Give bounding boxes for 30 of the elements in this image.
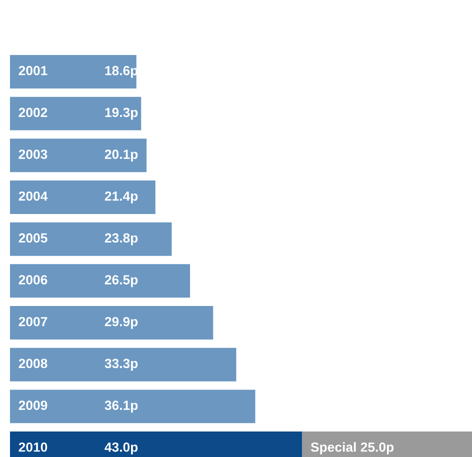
bar (10, 180, 156, 214)
data-label: 26.5p (104, 275, 138, 288)
data-label: 33.3p (104, 358, 138, 371)
bar (10, 138, 147, 172)
data-label: Special 25.0p (310, 442, 394, 454)
bar (10, 222, 172, 256)
bar (10, 55, 136, 88)
data-label: 20.1p (104, 150, 138, 162)
y-tick-label: 2005 (18, 233, 48, 243)
data-label: 19.3p (105, 108, 138, 120)
y-tick-label: 2004 (18, 191, 48, 201)
y-tick-label: 2010 (18, 442, 48, 452)
y-tick-label: 2006 (18, 275, 48, 284)
y-tick-label: 2001 (18, 66, 48, 76)
y-tick-label: 2003 (18, 150, 48, 159)
bar (10, 306, 214, 340)
data-label: 29.9p (104, 316, 138, 329)
y-tick-label: 2008 (18, 358, 48, 368)
data-label: 23.8p (104, 233, 138, 246)
bar (10, 348, 236, 382)
y-tick-label: 2009 (18, 400, 48, 410)
data-label: 18.6p (105, 66, 138, 78)
bar (10, 264, 190, 298)
data-label: 43.0p (104, 442, 138, 454)
data-label: 36.1p (104, 400, 138, 413)
data-label: 21.4p (104, 191, 138, 204)
y-tick-label: 2007 (18, 316, 48, 326)
bar (10, 96, 142, 130)
y-tick-label: 2002 (18, 108, 48, 118)
bar (10, 390, 256, 424)
